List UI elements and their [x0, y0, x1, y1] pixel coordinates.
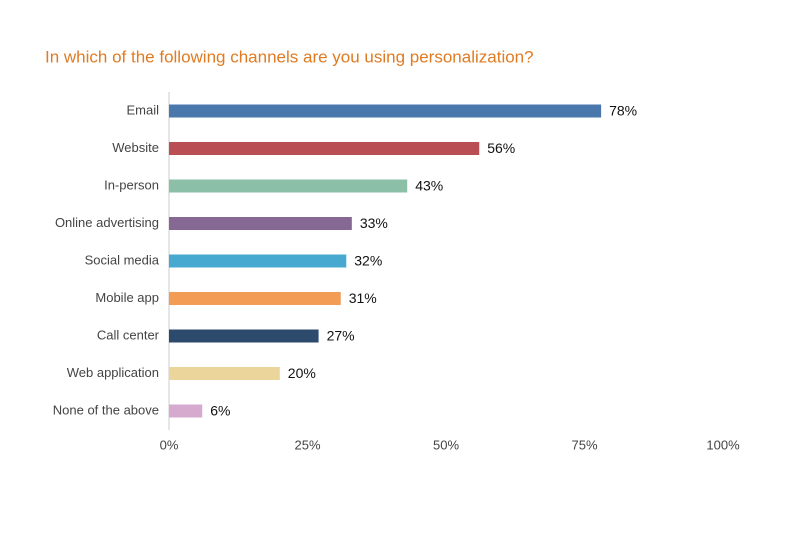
x-tick-label: 0%	[160, 437, 179, 452]
value-label: 43%	[415, 178, 443, 194]
y-tick-label: None of the above	[53, 402, 159, 417]
bar	[169, 404, 203, 418]
bar	[169, 329, 319, 343]
y-tick-label: Website	[112, 140, 159, 155]
x-tick-label: 25%	[294, 437, 320, 452]
value-label: 20%	[288, 365, 316, 381]
x-tick-label: 75%	[571, 437, 597, 452]
bar	[169, 292, 341, 305]
value-label: 78%	[609, 103, 637, 119]
y-tick-label: In-person	[104, 177, 159, 192]
x-tick-label: 50%	[433, 437, 459, 452]
value-label: 6%	[210, 403, 230, 419]
value-label: 27%	[327, 328, 355, 344]
y-tick-label: Online advertising	[55, 215, 159, 230]
value-label: 31%	[349, 290, 377, 306]
y-tick-label: Web application	[67, 365, 159, 380]
value-label: 33%	[360, 215, 388, 231]
y-tick-label: Call center	[97, 327, 160, 342]
bar	[169, 104, 602, 118]
bar	[169, 367, 280, 380]
y-tick-label: Email	[126, 102, 159, 117]
value-label: 32%	[354, 253, 382, 269]
bar	[169, 217, 352, 230]
value-label: 56%	[487, 140, 515, 156]
y-tick-label: Social media	[85, 252, 160, 267]
bar	[169, 179, 408, 193]
y-tick-label: Mobile app	[95, 290, 159, 305]
bar	[169, 142, 480, 155]
x-tick-label: 100%	[706, 437, 740, 452]
chart-title: In which of the following channels are y…	[45, 47, 534, 66]
bar	[169, 254, 347, 268]
